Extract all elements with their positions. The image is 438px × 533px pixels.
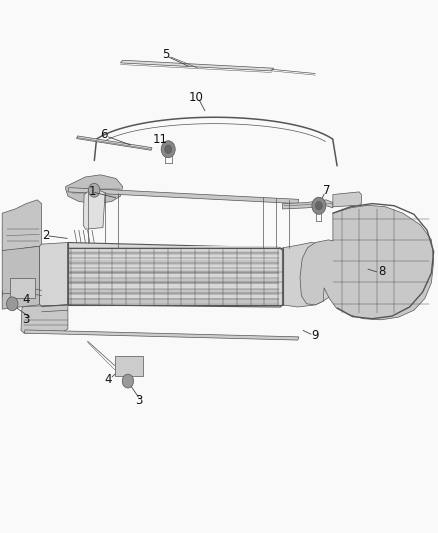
Polygon shape	[83, 191, 105, 229]
Polygon shape	[2, 246, 39, 309]
Circle shape	[315, 201, 322, 210]
Polygon shape	[69, 274, 279, 279]
Polygon shape	[69, 298, 279, 303]
Polygon shape	[120, 60, 274, 71]
Text: 3: 3	[23, 313, 30, 326]
Text: 4: 4	[22, 293, 30, 306]
Circle shape	[122, 374, 134, 388]
Polygon shape	[69, 294, 279, 298]
Polygon shape	[300, 205, 434, 320]
Polygon shape	[69, 246, 279, 251]
Circle shape	[165, 145, 172, 154]
Polygon shape	[69, 251, 279, 255]
Text: 11: 11	[152, 133, 167, 146]
Bar	[115, 356, 143, 376]
Polygon shape	[283, 243, 342, 307]
Polygon shape	[69, 289, 279, 293]
Polygon shape	[24, 330, 299, 340]
Polygon shape	[69, 284, 279, 288]
Circle shape	[161, 141, 175, 158]
Polygon shape	[69, 279, 279, 284]
Text: 6: 6	[100, 128, 108, 141]
Text: 10: 10	[189, 91, 204, 103]
Circle shape	[312, 197, 326, 214]
Text: 7: 7	[322, 184, 330, 197]
Polygon shape	[69, 270, 279, 274]
Bar	[10, 278, 35, 298]
Polygon shape	[68, 243, 283, 307]
Text: 3: 3	[136, 394, 143, 407]
Circle shape	[88, 183, 100, 197]
Polygon shape	[39, 243, 68, 306]
Text: 5: 5	[162, 48, 169, 61]
Text: 9: 9	[311, 329, 319, 342]
Polygon shape	[66, 175, 123, 204]
Polygon shape	[69, 256, 279, 260]
Polygon shape	[69, 265, 279, 270]
Polygon shape	[69, 261, 279, 265]
Polygon shape	[21, 305, 68, 333]
Polygon shape	[283, 200, 333, 209]
Text: 4: 4	[105, 373, 113, 386]
Polygon shape	[77, 136, 152, 150]
Text: 2: 2	[42, 229, 50, 242]
Circle shape	[7, 297, 18, 311]
Polygon shape	[333, 192, 361, 207]
Polygon shape	[2, 200, 42, 251]
Text: 1: 1	[88, 185, 96, 198]
Text: 8: 8	[378, 265, 385, 278]
Polygon shape	[68, 188, 299, 204]
